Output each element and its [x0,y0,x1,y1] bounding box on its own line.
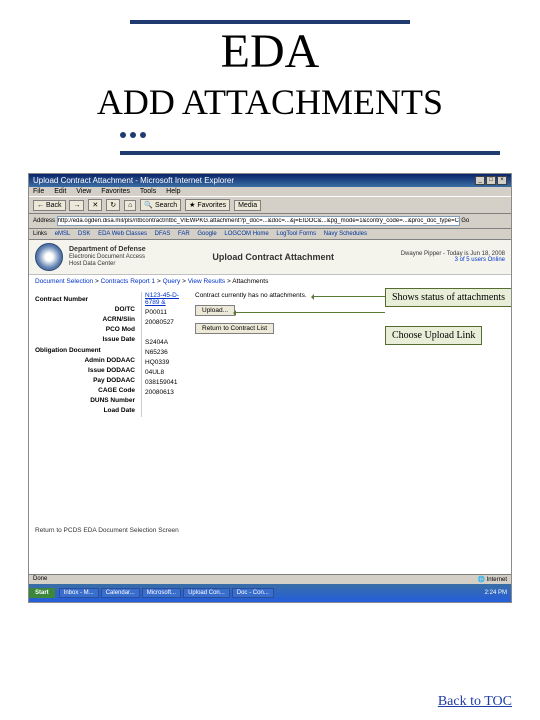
link-item[interactable]: DSK [78,231,90,237]
callout-status: Shows status of attachments [385,288,512,307]
slide-title-block: EDA ADD ATTACHMENTS [0,0,540,155]
dod-seal-icon [35,243,63,271]
link-item[interactable]: eMSL [55,231,71,237]
start-button[interactable]: Start [29,588,55,598]
footer-note: Return to PCDS EDA Document Selection Sc… [35,527,179,534]
taskbar-item[interactable]: Upload Con... [183,588,230,598]
system-tray: 2:24 PM [485,590,511,596]
address-label: Address [33,218,55,224]
form-labels: Contract Number DO/TC ACRN/Slin PCO Mod … [35,292,135,417]
callout-arrow [235,312,385,313]
link-item[interactable]: EDA Web Classes [98,231,147,237]
menu-help[interactable]: Help [166,188,180,195]
media-button[interactable]: Media [234,200,261,211]
breadcrumb-item[interactable]: Document Selection [35,278,93,285]
link-item[interactable]: Navy Schedules [324,231,367,237]
taskbar-item[interactable]: Inbox - M... [59,588,99,598]
address-bar: Address Go [29,214,511,229]
close-button[interactable]: × [497,176,507,185]
callout-arrow [313,296,385,297]
forward-button[interactable]: → [69,200,84,211]
slide-title: EDA [0,24,540,79]
breadcrumb: Document Selection > Contracts Report 1 … [29,275,511,288]
favorites-button[interactable]: ★ Favorites [185,199,230,211]
contract-number-link[interactable]: N123-45-D-6789 & [145,292,179,306]
link-item[interactable]: FAR [178,231,190,237]
title-rule-bottom [120,151,500,155]
browser-window: Upload Contract Attachment - Microsoft I… [28,173,512,603]
form-actions-col: Contract currently has no attachments. U… [195,292,505,417]
menu-tools[interactable]: Tools [140,188,156,195]
page-title: Upload Contract Attachment [146,252,401,262]
contract-form: Contract Number DO/TC ACRN/Slin PCO Mod … [29,288,511,421]
home-button[interactable]: ⌂ [124,200,136,211]
maximize-button[interactable]: □ [486,176,496,185]
breadcrumb-item[interactable]: Contracts Report 1 [101,278,156,285]
slide-subtitle: ADD ATTACHMENTS [0,81,540,123]
window-buttons: _ □ × [475,176,507,185]
browser-statusbar: Done 🌐 Internet [29,574,511,584]
status-right: 🌐 Internet [478,576,508,583]
link-item[interactable]: DFAS [155,231,171,237]
breadcrumb-item[interactable]: Query [163,278,181,285]
search-button[interactable]: 🔍 Search [140,199,181,211]
menu-favorites[interactable]: Favorites [101,188,130,195]
minimize-button[interactable]: _ [475,176,485,185]
nav-toolbar: ← Back → ✕ ↻ ⌂ 🔍 Search ★ Favorites Medi… [29,196,511,214]
refresh-button[interactable]: ↻ [106,199,120,211]
decorative-dots [0,125,540,143]
taskbar-item[interactable]: Calendar... [101,588,140,598]
banner-user-info: Dwayne Pipper - Today is Jun 18, 2008 3 … [401,251,505,263]
status-left: Done [33,576,47,583]
link-item[interactable]: Google [197,231,216,237]
window-title: Upload Contract Attachment - Microsoft I… [33,176,234,185]
taskbar-item[interactable]: Doc - Con... [232,588,274,598]
return-button[interactable]: Return to Contract List [195,323,274,334]
menu-view[interactable]: View [76,188,91,195]
menu-edit[interactable]: Edit [54,188,66,195]
menu-bar: File Edit View Favorites Tools Help [29,187,511,196]
address-input[interactable] [57,216,460,226]
breadcrumb-item[interactable]: View Results [188,278,225,285]
back-to-toc-link[interactable]: Back to TOC [438,694,512,710]
clock: 2:24 PM [485,590,507,596]
windows-taskbar: Start Inbox - M... Calendar... Microsoft… [29,584,511,602]
callout-upload: Choose Upload Link [385,326,482,345]
links-label: Links [33,231,47,237]
form-values: N123-45-D-6789 & P00011 20080527 S2404A … [141,292,189,417]
back-button[interactable]: ← Back [33,200,66,211]
breadcrumb-current: Attachments [232,278,268,285]
menu-file[interactable]: File [33,188,44,195]
page-banner: Department of Defense Electronic Documen… [29,240,511,275]
taskbar-item[interactable]: Microsoft... [142,588,181,598]
window-titlebar: Upload Contract Attachment - Microsoft I… [29,174,511,187]
page-content: Department of Defense Electronic Documen… [29,240,511,580]
link-item[interactable]: LOGCOM Home [224,231,268,237]
link-item[interactable]: LogTool Forms [276,231,316,237]
go-button[interactable]: Go [461,218,469,224]
links-bar: Links eMSL DSK EDA Web Classes DFAS FAR … [29,229,511,240]
banner-text: Department of Defense Electronic Documen… [69,246,146,269]
stop-button[interactable]: ✕ [88,199,102,211]
